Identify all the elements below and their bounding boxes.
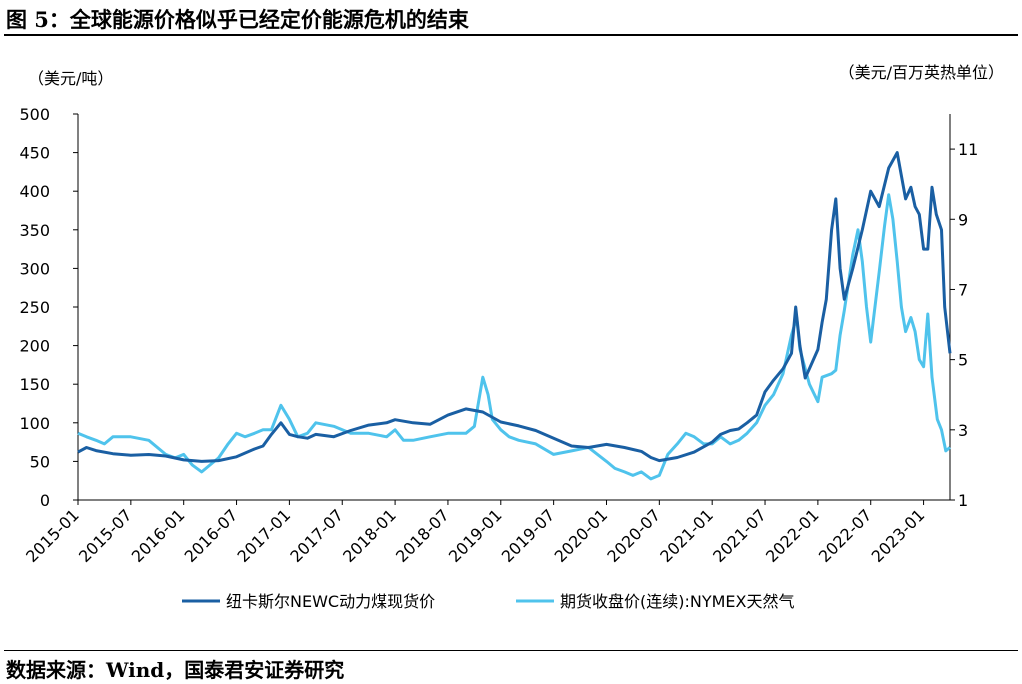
x-tick-label: 2021-07 — [709, 505, 770, 566]
left-tick-label: 200 — [19, 337, 50, 356]
left-tick-label: 450 — [19, 144, 50, 163]
right-tick-label: 7 — [958, 280, 968, 299]
figure-title: 图 5：全球能源价格似乎已经定价能源危机的结束 — [6, 7, 469, 32]
series-line-natural-gas — [77, 193, 951, 481]
x-tick-label: 2022-01 — [762, 505, 823, 566]
x-tick-label: 2019-01 — [445, 505, 506, 566]
x-tick-label: 2017-07 — [286, 505, 347, 566]
x-tick-label: 2023-01 — [868, 505, 929, 566]
right-axis-unit: （美元/百万英热单位） — [839, 63, 1004, 82]
chart-axes: 0 50 100 150 200 250 300 350 400 450 500 1 3 5 7 9 11 201… — [19, 105, 978, 566]
x-tick-label: 2022-07 — [815, 505, 876, 566]
title-divider — [4, 34, 1018, 36]
left-tick-label: 100 — [19, 414, 50, 433]
legend-label: 期货收盘价(连续):NYMEX天然气 — [560, 592, 795, 611]
x-tick-label: 2021-01 — [656, 505, 717, 566]
left-tick-label: 250 — [19, 298, 50, 317]
left-tick-label: 500 — [19, 105, 50, 124]
left-tick-label: 50 — [30, 452, 50, 471]
legend-label: 纽卡斯尔NEWC动力煤现货价 — [226, 592, 435, 611]
right-tick-label: 3 — [958, 421, 968, 440]
x-tick-label: 2018-01 — [339, 505, 400, 566]
x-tick-label: 2015-07 — [75, 505, 136, 566]
right-tick-label: 1 — [958, 491, 968, 510]
left-tick-label: 350 — [19, 221, 50, 240]
data-source: 数据来源：Wind，国泰君安证券研究 — [6, 658, 345, 682]
x-tick-label: 2019-07 — [498, 505, 559, 566]
x-tick-label: 2016-01 — [128, 505, 189, 566]
chart-series — [77, 151, 952, 481]
series-line-coal — [77, 151, 952, 463]
right-tick-label: 11 — [958, 140, 978, 159]
chart-legend: 纽卡斯尔NEWC动力煤现货价 期货收盘价(连续):NYMEX天然气 — [182, 592, 795, 611]
left-tick-label: 150 — [19, 375, 50, 394]
left-axis-unit: （美元/吨） — [28, 69, 113, 88]
x-tick-label: 2020-01 — [551, 505, 612, 566]
x-tick-label: 2017-01 — [234, 505, 295, 566]
left-tick-label: 400 — [19, 182, 50, 201]
x-tick-label: 2020-07 — [603, 505, 664, 566]
energy-price-chart: （美元/吨） （美元/百万英热单位） 050100150200250300350… — [19, 63, 1004, 611]
x-tick-label: 2018-07 — [392, 505, 453, 566]
source-divider — [4, 650, 1018, 651]
x-tick-label: 2016-07 — [181, 505, 242, 566]
right-tick-label: 5 — [958, 351, 968, 370]
right-tick-label: 9 — [958, 210, 968, 229]
left-tick-label: 0 — [40, 491, 50, 510]
x-tick-label: 2015-01 — [22, 505, 83, 566]
left-tick-label: 300 — [19, 259, 50, 278]
